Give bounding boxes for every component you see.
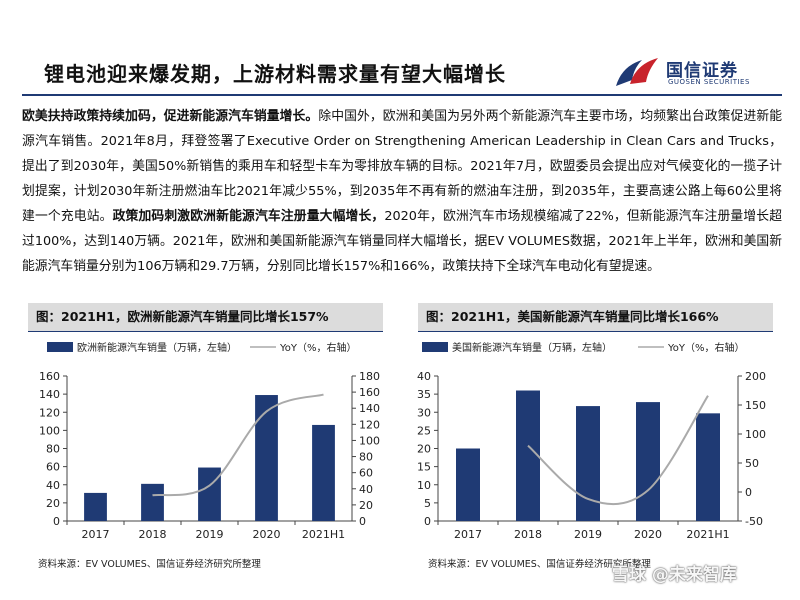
europe-right-tick-label: 40 — [359, 483, 373, 496]
europe-legend-bar-swatch — [47, 342, 73, 352]
right-figure-rule — [418, 331, 773, 332]
left-figure-caption: 图：2021H1，欧洲新能源汽车销量同比增长157% — [28, 303, 383, 331]
us-left-tick-label: 10 — [417, 479, 431, 492]
us-x-tick-label: 2020 — [634, 528, 662, 541]
europe-left-tick-label: 40 — [46, 479, 60, 492]
mid-statement: 政策加码刺激欧洲新能源汽车注册量大幅增长， — [112, 209, 385, 224]
europe-sales-chart: 欧洲新能源汽车销量（万辆，左轴） YoY（%，右轴） 0 20 40 60 80 100 120… — [39, 341, 380, 541]
us-right-tick-label: 0 — [745, 486, 752, 499]
us-bar — [636, 402, 660, 521]
us-left-tick-label: 5 — [424, 497, 431, 510]
title-bar: 锂电池迎来爆发期，上游材料需求量有望大幅增长 — [22, 58, 602, 88]
body-paragraph: 欧美扶持政策持续加码，促进新能源汽车销量增长。除中国外，欧洲和美国为另外两个新能… — [22, 104, 782, 279]
us-right-tick-label: 200 — [745, 370, 766, 383]
europe-legend-line-label: YoY（%，右轴） — [279, 341, 357, 354]
europe-legend-bar-label: 欧洲新能源汽车销量（万辆，左轴） — [77, 341, 237, 354]
us-bar — [456, 448, 480, 521]
europe-right-tick-label: 60 — [359, 467, 373, 480]
us-left-tick-label: 35 — [417, 388, 431, 401]
right-figure-caption: 图：2021H1，美国新能源汽车销量同比增长166% — [418, 303, 773, 331]
body-part-1: 除中国外，欧洲和美国为另外两个新能源汽车主要市场，均频繁出台政策促进新能源汽车销… — [22, 109, 783, 224]
europe-right-tick-label: 100 — [359, 434, 380, 447]
us-left-tick-label: 15 — [417, 461, 431, 474]
europe-left-tick-label: 80 — [46, 443, 60, 456]
europe-bar — [141, 483, 164, 521]
us-left-tick-label: 0 — [424, 515, 431, 528]
logo-name-en: GUOSEN SECURITIES — [668, 78, 750, 86]
europe-bar — [255, 395, 278, 521]
europe-left-tick-label: 20 — [46, 497, 60, 510]
us-yoy-line — [527, 395, 709, 506]
us-bar — [696, 413, 720, 521]
europe-left-tick-label: 120 — [39, 406, 60, 419]
us-x-tick-label: 2021H1 — [686, 528, 729, 541]
us-left-tick-label: 30 — [417, 406, 431, 419]
us-x-tick-label: 2018 — [514, 528, 542, 541]
europe-x-tick-label: 2021H1 — [302, 528, 345, 541]
europe-right-tick-label: 180 — [359, 370, 380, 383]
us-legend-line-label: YoY（%，右轴） — [667, 341, 745, 354]
us-sales-chart: 美国新能源汽车销量（万辆，左轴） YoY（%，右轴） 0 5 10 15 20 25 30 35 4… — [417, 341, 766, 541]
us-x-tick-label: 2019 — [574, 528, 602, 541]
us-legend-bar-label: 美国新能源汽车销量（万辆，左轴） — [452, 341, 612, 354]
europe-right-tick-label: 140 — [359, 402, 380, 415]
europe-left-tick-label: 60 — [46, 461, 60, 474]
europe-left-tick-label: 100 — [39, 424, 60, 437]
logo-name-cn: 国信证券 — [666, 61, 738, 81]
us-left-tick-label: 25 — [417, 424, 431, 437]
company-logo: 国信证券 GUOSEN SECURITIES — [612, 52, 792, 92]
europe-right-tick-label: 80 — [359, 451, 373, 464]
us-right-tick-label: 150 — [745, 399, 766, 412]
europe-right-tick-label: 160 — [359, 386, 380, 399]
europe-x-tick-label: 2017 — [82, 528, 110, 541]
us-right-tick-label: 100 — [745, 428, 766, 441]
us-right-tick-label: 50 — [745, 457, 759, 470]
watermark: 雪球 @未来智库 — [612, 565, 737, 585]
europe-left-tick-label: 160 — [39, 370, 60, 383]
left-figure-source: 资料来源：EV VOLUMES、国信证券经济研究所整理 — [38, 559, 261, 570]
us-left-tick-label: 40 — [417, 370, 431, 383]
lead-statement: 欧美扶持政策持续加码，促进新能源汽车销量增长。 — [22, 109, 319, 124]
left-figure-rule — [28, 331, 383, 332]
guosen-logo-icon — [616, 58, 658, 86]
europe-right-tick-label: 0 — [359, 515, 366, 528]
title-divider — [22, 94, 782, 96]
europe-bar — [84, 492, 107, 521]
europe-left-tick-label: 140 — [39, 388, 60, 401]
us-bar — [516, 390, 540, 521]
us-legend-bar-swatch — [422, 342, 448, 352]
europe-x-tick-label: 2018 — [139, 528, 167, 541]
europe-bar — [198, 467, 221, 521]
europe-yoy-line — [152, 393, 324, 497]
page-header: 锂电池迎来爆发期，上游材料需求量有望大幅增长 国信证券 GUOSEN SECUR… — [0, 0, 800, 98]
europe-right-tick-label: 20 — [359, 499, 373, 512]
body-part-2: 2020年，欧洲汽车市场规模缩减了22%，但新能源汽车注册量增长超过100%，达… — [22, 209, 783, 274]
us-right-tick-label: -50 — [745, 515, 763, 528]
us-x-tick-label: 2017 — [454, 528, 482, 541]
europe-bar — [312, 424, 335, 521]
europe-x-tick-label: 2019 — [196, 528, 224, 541]
europe-x-tick-label: 2020 — [253, 528, 281, 541]
us-bar — [576, 406, 600, 521]
page-title: 锂电池迎来爆发期，上游材料需求量有望大幅增长 — [44, 62, 506, 86]
europe-left-tick-label: 0 — [53, 515, 60, 528]
us-left-tick-label: 20 — [417, 443, 431, 456]
right-figure-source: 资料来源：EV VOLUMES、国信证券经济研究所整理 — [428, 559, 651, 570]
europe-right-tick-label: 120 — [359, 418, 380, 431]
